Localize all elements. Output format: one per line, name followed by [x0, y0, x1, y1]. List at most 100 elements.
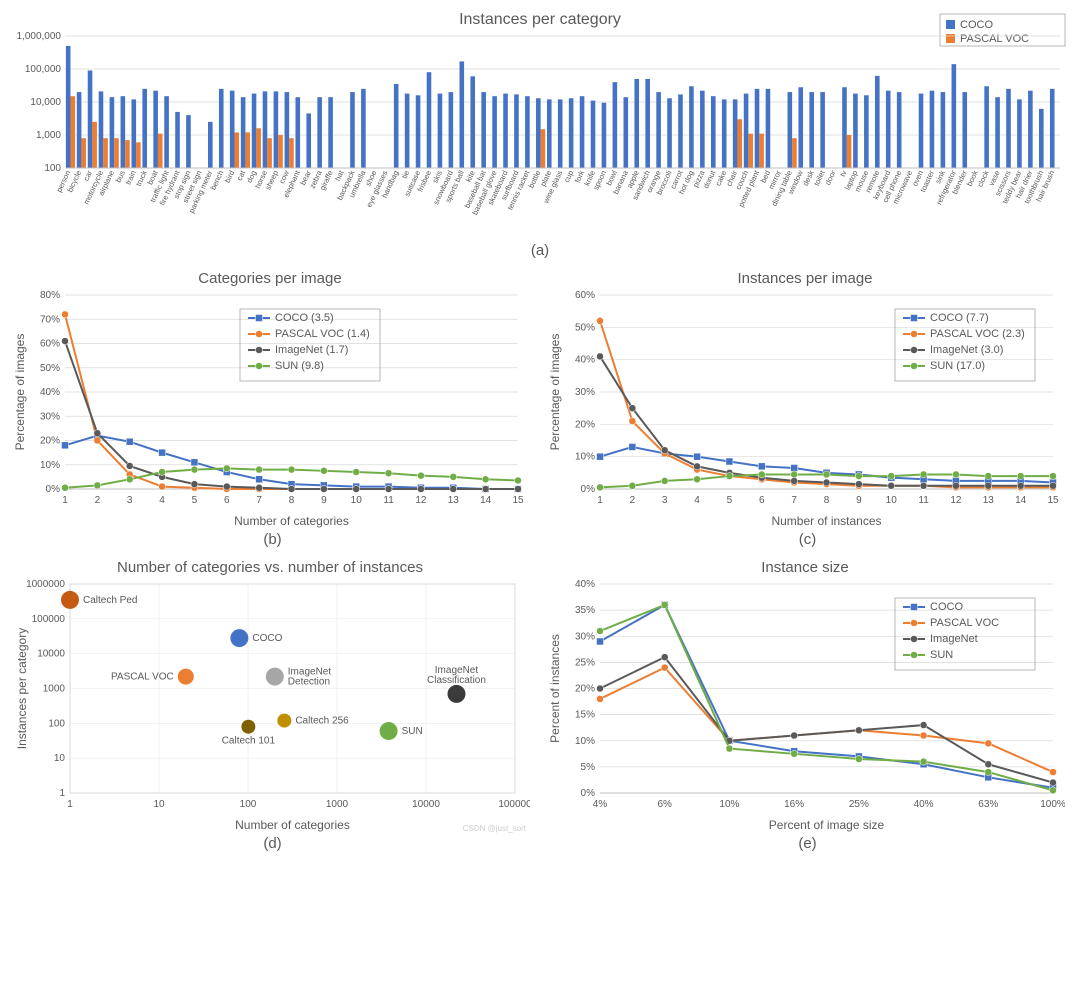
svg-text:Percentage of images: Percentage of images — [13, 334, 27, 451]
svg-text:100000: 100000 — [32, 614, 66, 625]
svg-text:25%: 25% — [849, 799, 869, 810]
svg-text:1,000: 1,000 — [36, 130, 61, 141]
svg-text:9: 9 — [321, 495, 327, 506]
svg-text:Categories per image: Categories per image — [198, 270, 341, 287]
svg-text:14: 14 — [480, 495, 492, 506]
svg-text:11: 11 — [383, 495, 394, 506]
svg-text:1: 1 — [59, 788, 65, 799]
panel-label-b: (b) — [10, 531, 535, 548]
svg-text:ImageNet (1.7): ImageNet (1.7) — [275, 344, 348, 356]
svg-text:door: door — [823, 169, 838, 187]
svg-text:0%: 0% — [46, 484, 61, 495]
svg-text:10: 10 — [54, 753, 66, 764]
svg-text:PASCAL VOC: PASCAL VOC — [960, 33, 1029, 45]
svg-text:20%: 20% — [575, 684, 595, 695]
svg-text:7: 7 — [791, 495, 797, 506]
svg-text:PASCAL VOC: PASCAL VOC — [111, 672, 174, 683]
svg-text:50%: 50% — [40, 363, 60, 374]
svg-text:30%: 30% — [575, 631, 595, 642]
svg-text:8: 8 — [824, 495, 830, 506]
panel-label-a: (a) — [10, 242, 1070, 259]
svg-text:4: 4 — [159, 495, 165, 506]
chart-a: Instances per category COCO PASCAL VOC 100 1… — [10, 10, 1070, 259]
svg-text:3: 3 — [127, 495, 133, 506]
svg-text:Caltech 256: Caltech 256 — [295, 716, 349, 727]
svg-text:60%: 60% — [575, 290, 595, 301]
svg-text:6: 6 — [759, 495, 765, 506]
panel-label-c: (c) — [545, 531, 1070, 548]
svg-text:6: 6 — [224, 495, 230, 506]
svg-text:PASCAL VOC: PASCAL VOC — [930, 617, 999, 629]
svg-text:COCO (3.5): COCO (3.5) — [275, 312, 334, 324]
svg-text:35%: 35% — [575, 605, 595, 616]
svg-text:SUN (17.0): SUN (17.0) — [930, 360, 985, 372]
svg-text:COCO: COCO — [960, 19, 993, 31]
svg-text:Detection: Detection — [288, 677, 330, 688]
svg-text:7: 7 — [256, 495, 262, 506]
svg-text:Instances per category: Instances per category — [15, 628, 29, 749]
svg-text:PASCAL VOC (2.3): PASCAL VOC (2.3) — [930, 328, 1025, 340]
svg-text:10%: 10% — [575, 452, 595, 463]
svg-text:COCO: COCO — [252, 633, 282, 644]
svg-text:Caltech 101: Caltech 101 — [222, 736, 276, 747]
svg-text:100000: 100000 — [498, 799, 530, 810]
svg-text:80%: 80% — [40, 290, 60, 301]
svg-text:CSDN @just_sort: CSDN @just_sort — [463, 824, 527, 833]
svg-text:Number of categories: Number of categories — [235, 818, 350, 832]
svg-text:Percent of instances: Percent of instances — [548, 634, 562, 743]
svg-text:100,000: 100,000 — [25, 64, 62, 75]
svg-text:ImageNet (3.0): ImageNet (3.0) — [930, 344, 1003, 356]
svg-text:2: 2 — [630, 495, 636, 506]
svg-text:100%: 100% — [1040, 799, 1065, 810]
svg-text:COCO (7.7): COCO (7.7) — [930, 312, 989, 324]
svg-text:10: 10 — [153, 799, 165, 810]
svg-text:10%: 10% — [719, 799, 739, 810]
svg-text:40%: 40% — [914, 799, 934, 810]
svg-text:30%: 30% — [575, 387, 595, 398]
svg-text:63%: 63% — [978, 799, 998, 810]
svg-text:15: 15 — [512, 495, 524, 506]
svg-text:Instances per image: Instances per image — [737, 270, 872, 287]
chart-e: Instance size0%5%10%15%20%25%30%35%40%4%… — [545, 558, 1070, 862]
svg-text:10000: 10000 — [37, 649, 65, 660]
svg-text:6%: 6% — [657, 799, 672, 810]
svg-text:60%: 60% — [40, 339, 60, 350]
svg-text:40%: 40% — [575, 579, 595, 590]
svg-text:1,000,000: 1,000,000 — [17, 31, 62, 42]
svg-text:Number of categories vs. numbe: Number of categories vs. number of insta… — [117, 559, 423, 576]
svg-text:Caltech Ped: Caltech Ped — [83, 595, 137, 606]
svg-text:5: 5 — [727, 495, 733, 506]
chart-d: Number of categories vs. number of insta… — [10, 558, 535, 862]
svg-text:13: 13 — [448, 495, 460, 506]
svg-text:Percent of image size: Percent of image size — [769, 818, 885, 832]
svg-text:40%: 40% — [575, 355, 595, 366]
svg-text:Classification: Classification — [427, 675, 486, 686]
svg-text:0%: 0% — [581, 788, 596, 799]
svg-text:1000: 1000 — [326, 799, 349, 810]
svg-text:30%: 30% — [40, 411, 60, 422]
svg-text:9: 9 — [856, 495, 862, 506]
svg-text:2: 2 — [95, 495, 101, 506]
svg-text:SUN (9.8): SUN (9.8) — [275, 360, 324, 372]
svg-text:10%: 10% — [575, 736, 595, 747]
svg-text:1: 1 — [62, 495, 68, 506]
svg-text:12: 12 — [415, 495, 427, 506]
svg-text:3: 3 — [662, 495, 668, 506]
chart-c: Instances per image0%10%20%30%40%50%60%1… — [545, 269, 1070, 558]
svg-text:100: 100 — [44, 163, 61, 174]
svg-text:Instances per category: Instances per category — [459, 11, 621, 28]
chart-b: Categories per image0%10%20%30%40%50%60%… — [10, 269, 535, 558]
svg-text:Percentage of images: Percentage of images — [548, 334, 562, 451]
svg-text:ImageNet: ImageNet — [930, 633, 978, 645]
svg-text:10: 10 — [351, 495, 363, 506]
svg-text:0%: 0% — [581, 484, 596, 495]
svg-text:5: 5 — [192, 495, 198, 506]
svg-text:1000000: 1000000 — [26, 579, 65, 590]
svg-text:Instance size: Instance size — [761, 559, 849, 576]
svg-text:10%: 10% — [40, 460, 60, 471]
svg-text:SUN: SUN — [930, 649, 953, 661]
panel-label-d: (d) — [10, 835, 535, 852]
svg-text:4: 4 — [694, 495, 700, 506]
svg-text:4%: 4% — [593, 799, 608, 810]
svg-text:PASCAL VOC (1.4): PASCAL VOC (1.4) — [275, 328, 370, 340]
